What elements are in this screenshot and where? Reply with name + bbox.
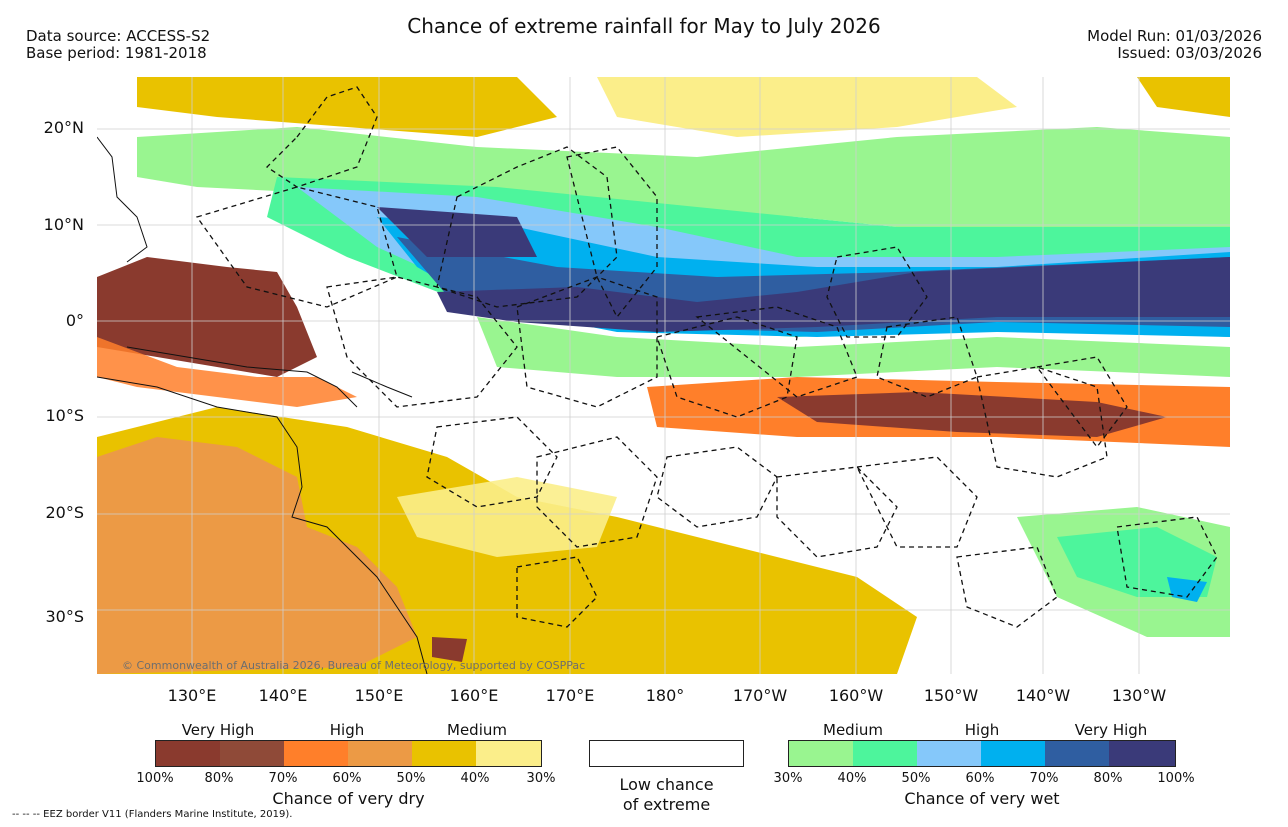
wet-tick-60: 60% [965,771,995,786]
wet-colorbar [788,740,1176,767]
dry-swatch-5 [412,741,477,766]
lon-label-170w: 170°W [732,686,788,705]
wet-tick-100: 100% [1157,771,1195,786]
lon-label-140w: 140°W [1015,686,1071,705]
lon-label-150w: 150°W [923,686,979,705]
lat-label-10n: 10°N [43,215,84,234]
lon-label-160w: 160°W [828,686,884,705]
dry-swatch-2 [220,741,285,766]
wet-level-high: High [964,721,1000,739]
low-chance-line1: Low chance [619,775,714,794]
dry-legend-title: Chance of very dry [272,789,425,808]
data-source-text: Data source: ACCESS-S2 [26,27,211,45]
wet-very-high-navy [377,207,1230,332]
lon-label-170e: 170°E [545,686,595,705]
dry-medium-region-northeast [137,77,557,137]
wet-swatch-3 [917,741,982,766]
wet-tick-50: 50% [901,771,931,786]
graticule [97,77,1230,674]
rainfall-map [97,77,1230,674]
dry-tick-80: 80% [204,771,234,786]
lon-label-130e: 130°E [167,686,217,705]
wet-swatch-6 [1109,741,1175,766]
dry-colorbar [155,740,542,767]
eez-footnote: -- -- -- EEZ border V11 (Flanders Marine… [12,809,293,820]
low-chance-swatch [589,740,744,767]
wet-level-medium: Medium [823,721,883,739]
lon-label-130w: 130°W [1111,686,1167,705]
wet-tick-70: 70% [1029,771,1059,786]
wet-swatch-5 [1045,741,1110,766]
issued-text: Issued: 03/03/2026 [1117,44,1262,62]
dry-very-high-west [97,257,317,377]
dry-high-orange-west [97,337,357,407]
wet-swatch-1 [789,741,854,766]
wet-legend-title: Chance of very wet [904,789,1060,808]
meta-left: Data source: ACCESS-S2 Base period: 1981… [26,28,210,62]
lon-label-140e: 140°E [258,686,308,705]
dry-tick-70: 70% [268,771,298,786]
base-period-text: Base period: 1981-2018 [26,44,207,62]
dry-level-very-high: Very High [181,721,255,739]
low-chance-line2: of extreme [622,795,711,814]
lat-label-20s: 20°S [45,503,84,522]
wet-tick-30: 30% [773,771,803,786]
wet-medium-band-north [137,127,1230,237]
wet-tick-80: 80% [1093,771,1123,786]
lat-label-30s: 30°S [45,607,84,626]
lat-label-20n: 20°N [43,118,84,137]
coastlines [97,136,428,674]
dry-tick-60: 60% [332,771,362,786]
dry-level-medium: Medium [447,721,507,739]
copyright-text: © Commonwealth of Australia 2026, Bureau… [122,659,586,672]
dry-light-region-south [397,477,617,557]
lat-label-0: 0° [65,311,84,330]
lon-label-180: 180° [645,686,685,705]
dry-medium-region-east [1137,77,1230,117]
wet-swatch-2 [853,741,918,766]
model-run-text: Model Run: 01/03/2026 [1087,27,1262,45]
lon-label-160e: 160°E [449,686,499,705]
dry-swatch-4 [348,741,413,766]
map-title: Chance of extreme rainfall for May to Ju… [407,14,881,38]
lon-label-150e: 150°E [354,686,404,705]
dry-tick-40: 40% [460,771,490,786]
dry-tick-30: 30% [526,771,556,786]
dry-tick-50: 50% [396,771,426,786]
dry-swatch-6 [476,741,541,766]
dry-high-region-australia [97,437,417,674]
dry-tick-100: 100% [136,771,174,786]
meta-right: Model Run: 01/03/2026 Issued: 03/03/2026 [1087,28,1262,62]
eez-borders [195,86,1218,628]
wet-cyan-spot-southeast [1167,577,1207,602]
dry-light-region-northeast [597,77,1017,137]
low-chance-label: Low chance of extreme [589,775,744,815]
lat-label-10s: 10°S [45,406,84,425]
dry-swatch-3 [284,741,349,766]
dry-very-high-spot-south [432,637,467,662]
dry-level-high: High [329,721,365,739]
dry-swatch-1 [156,741,221,766]
dry-very-high-east-band [777,392,1167,437]
wet-tick-40: 40% [837,771,867,786]
wet-level-very-high: Very High [1074,721,1148,739]
wet-swatch-4 [981,741,1046,766]
